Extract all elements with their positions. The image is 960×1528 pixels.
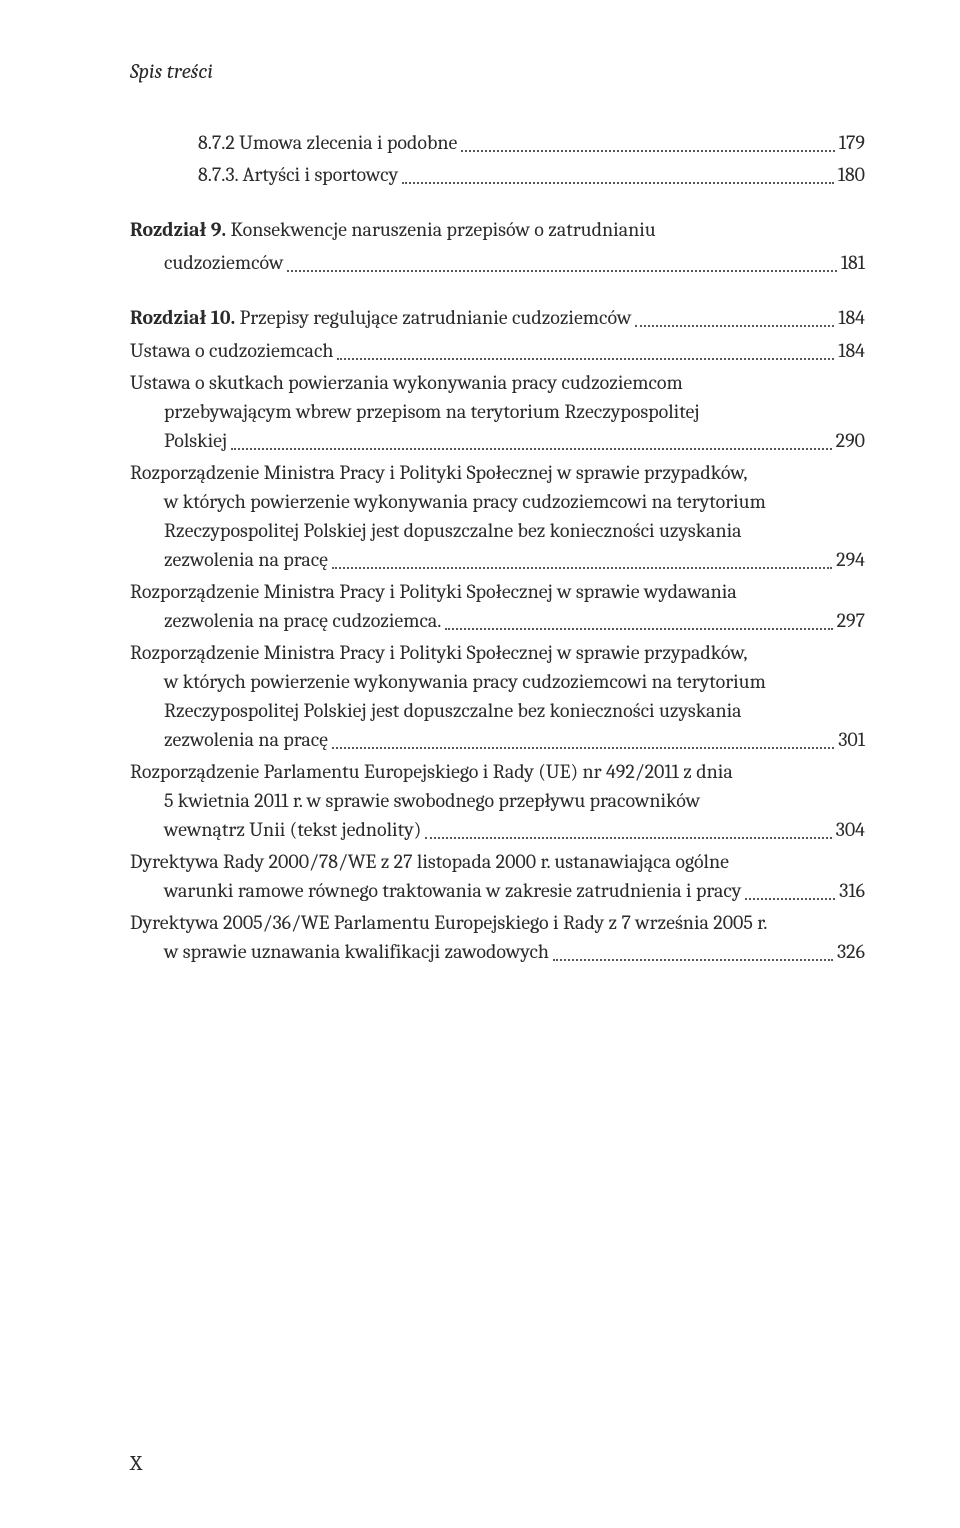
toc-entry-label: Polskiej (164, 426, 227, 455)
toc-entry-label: 8.7.2 Umowa zlecenia i podobne (198, 128, 457, 157)
toc-entry-label: zezwolenia na pracę cudzoziemca. (164, 606, 441, 635)
toc-chapter-title: Konsekwencje naruszenia przepisów o zatr… (230, 218, 655, 241)
toc-line: Rozporządzenie Ministra Pracy i Polityki… (130, 577, 865, 606)
toc-leader (425, 837, 831, 839)
toc-entry-label: 8.7.3. Artyści i sportowcy (198, 160, 398, 189)
toc-entry-page: 290 (836, 426, 865, 455)
toc-entry-page: 179 (839, 128, 865, 157)
toc-leader (332, 567, 832, 569)
toc-entry-label: zezwolenia na pracę (164, 725, 328, 754)
toc-entry: zezwolenia na pracę cudzoziemca. 297 (130, 606, 865, 635)
toc-leader (231, 448, 832, 450)
toc-leader (287, 270, 836, 272)
toc-chapter: Rozdział 9. Konsekwencje naruszenia prze… (130, 215, 865, 244)
toc-line: Rozporządzenie Ministra Pracy i Polityki… (130, 458, 865, 487)
toc-entry-label: wewnątrz Unii (tekst jednolity) (164, 815, 421, 844)
toc-entry-page: 184 (838, 336, 865, 365)
toc-entry: zezwolenia na pracę 301 (130, 725, 865, 754)
toc-line: Rzeczypospolitej Polskiej jest dopuszcza… (130, 516, 865, 545)
toc-entry: wewnątrz Unii (tekst jednolity) 304 (130, 815, 865, 844)
running-head: Spis treści (130, 60, 865, 84)
toc-line: w których powierzenie wykonywania pracy … (130, 487, 865, 516)
toc-leader (402, 182, 833, 184)
toc-entry-page: 181 (841, 248, 865, 277)
toc-entry-page: 301 (838, 725, 865, 754)
toc-line: Rozporządzenie Ministra Pracy i Polityki… (130, 638, 865, 667)
toc-entry-page: 297 (837, 606, 865, 635)
toc-line: w których powierzenie wykonywania pracy … (130, 667, 865, 696)
toc-entry-page: 180 (838, 160, 865, 189)
toc-leader (445, 628, 832, 630)
toc-entry: 8.7.3. Artyści i sportowcy 180 (130, 160, 865, 189)
toc-line: Ustawa o skutkach powierzania wykonywani… (130, 368, 865, 397)
toc-entry-label: Ustawa o cudzoziemcach (130, 336, 333, 365)
page-number: X (130, 1452, 142, 1476)
toc-chapter: Rozdział 10. Przepisy regulujące zatrudn… (130, 303, 865, 332)
toc-leader (337, 358, 834, 360)
toc-entry-label: Rozdział 10. Przepisy regulujące zatrudn… (130, 303, 631, 332)
toc-leader (332, 747, 834, 749)
toc-entry: cudzoziemców 181 (130, 248, 865, 277)
toc-entry-page: 294 (836, 545, 865, 574)
toc-entry-label: w sprawie uznawania kwalifikacji zawodow… (164, 937, 549, 966)
toc-entry: Polskiej 290 (130, 426, 865, 455)
toc-line: przebywającym wbrew przepisom na terytor… (130, 397, 865, 426)
toc-line: Rozporządzenie Parlamentu Europejskiego … (130, 757, 865, 786)
toc-entry-label: cudzoziemców (164, 248, 283, 277)
toc-leader (461, 150, 834, 152)
toc-leader (635, 325, 834, 327)
toc-entry-label: zezwolenia na pracę (164, 545, 328, 574)
toc-line: Dyrektywa Rady 2000/78/WE z 27 listopada… (130, 847, 865, 876)
toc-entry: warunki ramowe równego traktowania w zak… (130, 876, 865, 905)
toc-leader (745, 898, 835, 900)
toc-entry: Ustawa o cudzoziemcach 184 (130, 336, 865, 365)
table-of-contents: 8.7.2 Umowa zlecenia i podobne 179 8.7.3. … (130, 128, 865, 966)
toc-line: Dyrektywa 2005/36/WE Parlamentu Europejs… (130, 908, 865, 937)
toc-entry: zezwolenia na pracę 294 (130, 545, 865, 574)
toc-line: 5 kwietnia 2011 r. w sprawie swobodnego … (130, 786, 865, 815)
toc-chapter-number: Rozdział 9. (130, 218, 230, 241)
toc-entry-page: 184 (838, 303, 865, 332)
toc-line: Rzeczypospolitej Polskiej jest dopuszcza… (130, 696, 865, 725)
toc-entry: w sprawie uznawania kwalifikacji zawodow… (130, 937, 865, 966)
toc-entry-page: 326 (837, 937, 865, 966)
toc-chapter-number: Rozdział 10. (130, 306, 240, 329)
toc-entry-page: 304 (836, 815, 865, 844)
toc-chapter-title: Przepisy regulujące zatrudnianie cudzozi… (240, 306, 632, 329)
toc-entry-label: warunki ramowe równego traktowania w zak… (164, 876, 741, 905)
toc-entry: 8.7.2 Umowa zlecenia i podobne 179 (130, 128, 865, 157)
toc-entry-page: 316 (839, 876, 865, 905)
toc-leader (553, 959, 833, 961)
